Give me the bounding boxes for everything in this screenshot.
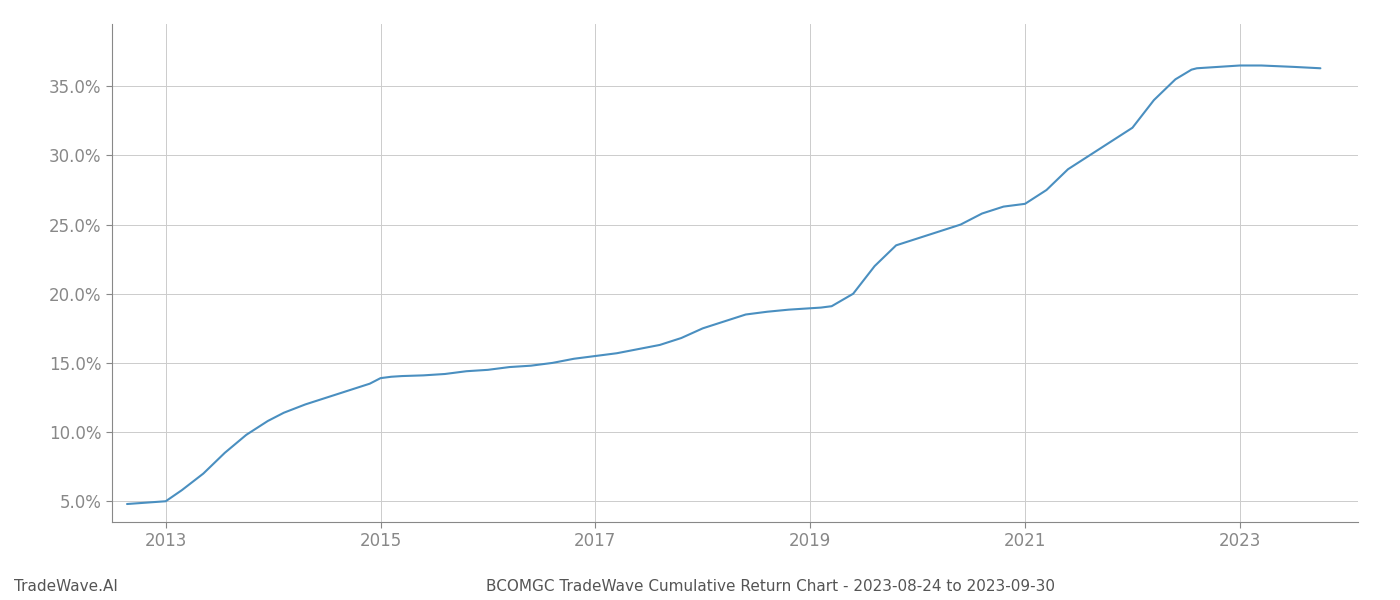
Text: BCOMGC TradeWave Cumulative Return Chart - 2023-08-24 to 2023-09-30: BCOMGC TradeWave Cumulative Return Chart…	[486, 579, 1054, 594]
Text: TradeWave.AI: TradeWave.AI	[14, 579, 118, 594]
